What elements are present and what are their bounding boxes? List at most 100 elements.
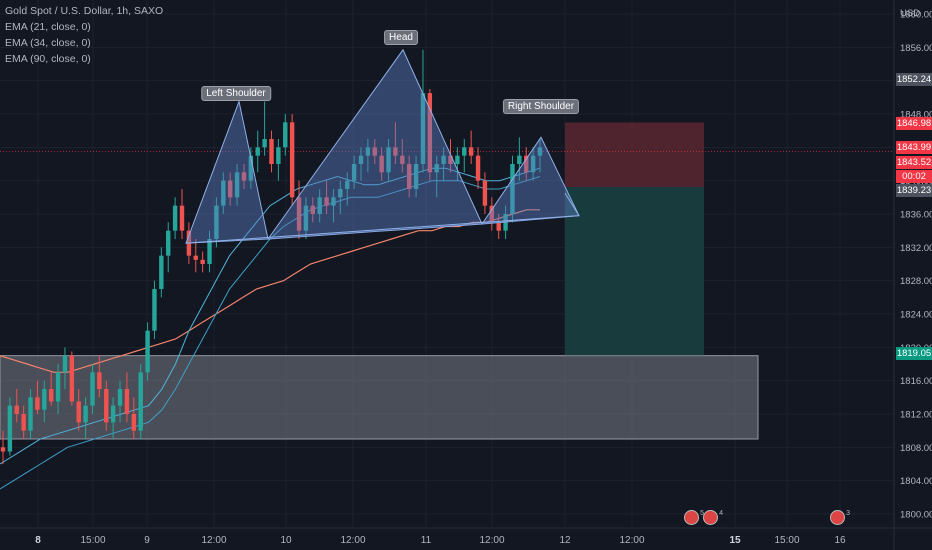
candle-body [145, 330, 150, 373]
head-label[interactable]: Head [384, 30, 418, 45]
candle-body [21, 414, 26, 431]
ema-90-line [0, 209, 540, 373]
candle-body [207, 239, 212, 264]
x-tick-label: 15:00 [80, 535, 105, 546]
y-tick-label: 1860.00 [900, 10, 932, 21]
x-tick-label: 12:00 [201, 535, 226, 546]
stop-loss-zone [565, 122, 704, 188]
candle-body [172, 205, 178, 231]
candle-body [517, 155, 522, 164]
x-tick-label: 12:00 [340, 535, 365, 546]
candle-body [131, 414, 137, 431]
candle-body [14, 405, 19, 414]
price-tag-1843-99: 1843.99 [896, 141, 932, 154]
candle-body [200, 259, 205, 264]
y-tick-label: 1824.00 [900, 310, 932, 321]
candle-body [289, 122, 295, 198]
candle-body [393, 147, 398, 156]
price-tag-1852: 1852.24 [896, 73, 932, 86]
ema-21-legend[interactable]: EMA (21, close, 0) [5, 21, 91, 33]
y-tick-label: 1832.00 [900, 243, 932, 254]
y-tick-label: 1808.00 [900, 443, 932, 454]
ema-90-legend[interactable]: EMA (90, close, 0) [5, 53, 91, 65]
currency-label: USD [900, 8, 921, 19]
neckline [185, 215, 580, 244]
y-tick-label: 1856.00 [900, 43, 932, 54]
candle-body [441, 155, 446, 164]
candle-body [227, 180, 233, 198]
x-tick-label: 12 [559, 535, 571, 546]
event-flag-us-1[interactable]: 5 [684, 510, 704, 525]
candle-body [358, 155, 364, 164]
candle-body [351, 164, 357, 181]
candle-body [524, 155, 529, 173]
candle-body [42, 389, 47, 410]
event-flag-us-2[interactable]: 4 [703, 510, 723, 525]
right-shoulder-label[interactable]: Right Shoulder [502, 99, 580, 114]
symbol-title[interactable]: Gold Spot / U.S. Dollar, 1h, SAXO [5, 5, 164, 17]
candle-body [276, 147, 281, 164]
price-tag-target: 1819.05 [896, 347, 932, 360]
x-tick-label: 16 [834, 535, 846, 546]
candle-body [537, 147, 543, 156]
candle-body [324, 197, 329, 206]
candle-body [317, 197, 322, 214]
event-flag-us-3[interactable]: 3 [830, 510, 850, 525]
candle-body [69, 355, 75, 402]
x-tick-label: 8 [35, 535, 41, 546]
candle-body [496, 222, 501, 231]
x-tick-label: 15 [729, 535, 741, 546]
left-shoulder-label[interactable]: Left Shoulder [201, 86, 271, 101]
candle-body [296, 197, 302, 231]
candle-body [214, 205, 219, 239]
x-tick-label: 11 [421, 535, 432, 546]
event-count: 3 [846, 510, 850, 517]
price-tag-current: 1843.52 [896, 156, 932, 169]
candle-body [179, 205, 185, 231]
candle-body [448, 155, 453, 164]
candle-body [365, 147, 371, 156]
candle-body [482, 180, 488, 206]
candle-body [152, 289, 157, 331]
candle-body [510, 164, 515, 214]
event-count: 4 [719, 510, 723, 517]
candle-body [76, 401, 81, 423]
x-tick-label: 10 [280, 535, 292, 546]
ema-34-legend[interactable]: EMA (34, close, 0) [5, 37, 91, 49]
candle-body [462, 147, 467, 156]
price-tag-entry: 1839.23 [896, 184, 932, 197]
candle-body [489, 205, 495, 223]
candle-body [331, 197, 336, 206]
candle-body [7, 405, 13, 452]
candle-body [35, 397, 40, 410]
candle-body [475, 155, 481, 181]
x-tick-label: 9 [144, 535, 150, 546]
candle-body [262, 139, 267, 148]
right-shoulder-shape [480, 136, 580, 225]
candle-body [241, 172, 247, 181]
candle-body [530, 155, 536, 173]
support-zone [0, 355, 759, 440]
candle-body [104, 389, 109, 423]
chart-legend: Gold Spot / U.S. Dollar, 1h, SAXO EMA (2… [5, 3, 163, 67]
event-count: 5 [700, 510, 704, 517]
candle-body [166, 230, 171, 256]
candle-body [117, 389, 123, 406]
candle-body [434, 164, 439, 173]
candle-body [338, 189, 343, 198]
bar-countdown: 00:02 [896, 170, 932, 183]
candle-body [379, 155, 384, 173]
candle-body [345, 180, 350, 189]
candle-body [138, 372, 143, 431]
left-shoulder-shape [185, 99, 269, 244]
candle-body [234, 172, 240, 198]
candle-body [468, 147, 474, 156]
candle-body [110, 405, 116, 423]
candle-body [221, 180, 226, 206]
price-tag-stop: 1846.98 [896, 117, 932, 130]
candle-body [455, 155, 460, 164]
y-tick-label: 1828.00 [900, 276, 932, 287]
candle-body [55, 372, 61, 402]
candle-body [159, 255, 164, 289]
